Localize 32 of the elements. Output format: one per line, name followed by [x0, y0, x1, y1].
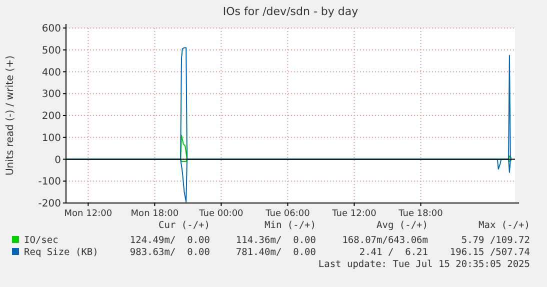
y-tick-label: 300 — [42, 89, 61, 100]
text: Avg (-/+) — [376, 220, 428, 231]
y-tick-label: -100 — [38, 176, 61, 188]
text: Min (-/+) — [264, 220, 316, 231]
text: 114.36m/ 0.00 — [236, 235, 316, 246]
text: 168.07m/643.06m — [342, 235, 428, 246]
legend-label: IO/sec — [24, 235, 58, 246]
x-tick-label: Tue 18:00 — [398, 209, 444, 219]
legend-label: Req Size (KB) — [24, 247, 98, 258]
y-tick-label: 0 — [54, 154, 61, 166]
y-tick-label: -200 — [38, 198, 61, 210]
y-tick-label: 500 — [42, 45, 61, 56]
y-axis-title: Units read (-) / write (+) — [5, 55, 16, 176]
x-tick-label: Mon 18:00 — [130, 209, 179, 219]
text: 196.15 /507.74 — [450, 247, 530, 258]
text: Last update: Tue Jul 15 20:35:05 2025 — [318, 259, 530, 270]
text: 781.40m/ 0.00 — [236, 247, 316, 258]
text: Cur (-/+) — [158, 220, 210, 231]
text: Max (-/+) — [478, 220, 530, 231]
text: 124.49m/ 0.00 — [130, 235, 210, 246]
x-tick-label: Tue 12:00 — [331, 209, 377, 219]
y-tick-label: 100 — [42, 132, 61, 144]
text: 983.63m/ 0.00 — [130, 247, 210, 258]
y-tick-label: 200 — [42, 111, 61, 122]
text: 5.79 /109.72 — [461, 235, 530, 246]
y-tick-label: 600 — [42, 24, 61, 34]
x-tick-label: Mon 12:00 — [64, 209, 112, 219]
y-tick-label: 400 — [42, 67, 61, 78]
x-tick-label: Tue 00:00 — [198, 209, 244, 219]
x-tick-label: Tue 06:00 — [264, 209, 310, 219]
text: 2.41 / 6.21 — [359, 247, 428, 258]
chart-title: IOs for /dev/sdn - by day — [222, 5, 359, 18]
